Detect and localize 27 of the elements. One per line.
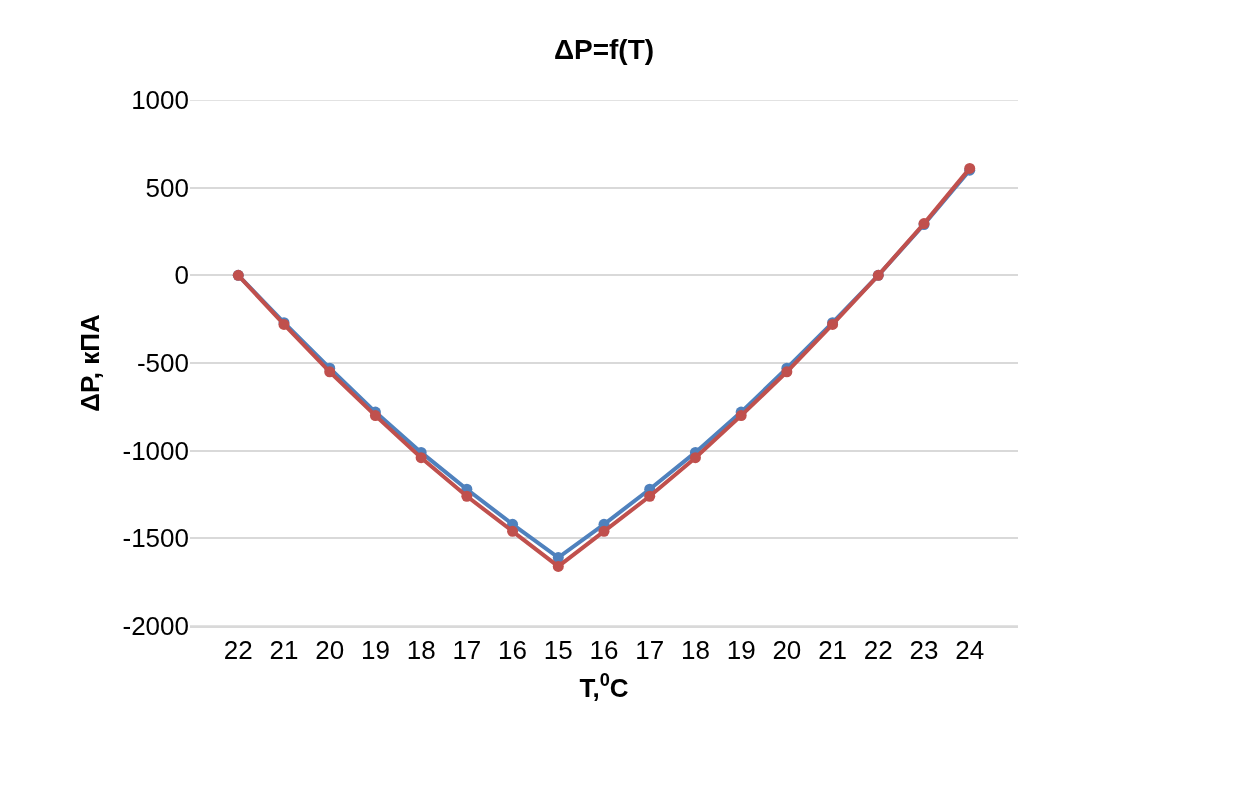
- x-tick-label: 15: [543, 634, 573, 665]
- x-axis-title: T,$^{0}$C: [579, 670, 629, 704]
- y-tick-label: -1500: [122, 523, 189, 554]
- y-tick-label: 500: [145, 172, 189, 203]
- x-tick-label: 17: [635, 634, 665, 665]
- x-tick-label: 17: [452, 634, 482, 665]
- x-tick-label: 22: [863, 634, 893, 665]
- y-tick-label: 0: [174, 260, 189, 291]
- x-tick-label: 20: [315, 634, 345, 665]
- x-tick-label: 22: [223, 634, 253, 665]
- x-tick-label: 24: [955, 634, 985, 665]
- y-axis-title: ΔP, кПА: [74, 313, 105, 412]
- x-tick-label: 20: [772, 634, 802, 665]
- x-tick-label: 21: [269, 634, 299, 665]
- x-tick-label: 19: [360, 634, 390, 665]
- x-tick-label: 19: [726, 634, 756, 665]
- y-tick-label: -1000: [122, 435, 189, 466]
- y-tick-label: 1000: [131, 85, 189, 116]
- chart-title: ΔP=f(T): [553, 33, 655, 65]
- y-tick-label: -500: [136, 348, 189, 379]
- x-tick-label: 23: [909, 634, 939, 665]
- y-tick-label: -2000: [122, 611, 189, 642]
- x-tick-label: 18: [680, 634, 710, 665]
- x-tick-label: 21: [818, 634, 848, 665]
- x-tick-label: 16: [498, 634, 528, 665]
- x-tick-label: 16: [589, 634, 619, 665]
- x-tick-label: 18: [406, 634, 436, 665]
